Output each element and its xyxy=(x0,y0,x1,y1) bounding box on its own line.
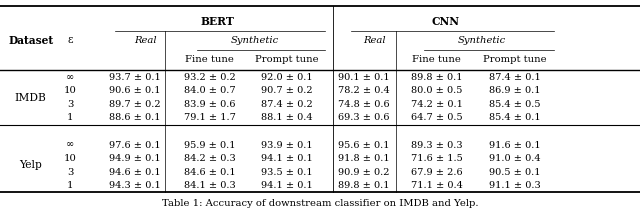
Text: 69.3 ± 0.6: 69.3 ± 0.6 xyxy=(338,113,389,122)
Text: 88.6 ± 0.1: 88.6 ± 0.1 xyxy=(109,113,160,122)
Text: 91.6 ± 0.1: 91.6 ± 0.1 xyxy=(490,141,541,149)
Text: 94.6 ± 0.1: 94.6 ± 0.1 xyxy=(109,168,160,177)
Text: 93.2 ± 0.2: 93.2 ± 0.2 xyxy=(184,73,236,82)
Text: 71.1 ± 0.4: 71.1 ± 0.4 xyxy=(410,181,463,190)
Text: 10: 10 xyxy=(64,86,77,95)
Text: 87.4 ± 0.2: 87.4 ± 0.2 xyxy=(261,100,312,109)
Text: 84.1 ± 0.3: 84.1 ± 0.3 xyxy=(184,181,236,190)
Text: 86.9 ± 0.1: 86.9 ± 0.1 xyxy=(490,86,541,95)
Text: 74.2 ± 0.1: 74.2 ± 0.1 xyxy=(410,100,463,109)
Text: 91.8 ± 0.1: 91.8 ± 0.1 xyxy=(338,154,389,163)
Text: 78.2 ± 0.4: 78.2 ± 0.4 xyxy=(338,86,389,95)
Text: 74.8 ± 0.6: 74.8 ± 0.6 xyxy=(338,100,389,109)
Text: 89.3 ± 0.3: 89.3 ± 0.3 xyxy=(411,141,462,149)
Text: Dataset: Dataset xyxy=(8,35,53,46)
Text: ∞: ∞ xyxy=(66,73,75,82)
Text: 67.9 ± 2.6: 67.9 ± 2.6 xyxy=(411,168,462,177)
Text: 85.4 ± 0.5: 85.4 ± 0.5 xyxy=(490,100,541,109)
Text: 64.7 ± 0.5: 64.7 ± 0.5 xyxy=(411,113,462,122)
Text: 3: 3 xyxy=(67,100,74,109)
Text: 95.9 ± 0.1: 95.9 ± 0.1 xyxy=(184,141,236,149)
Text: BERT: BERT xyxy=(200,16,234,27)
Text: 92.0 ± 0.1: 92.0 ± 0.1 xyxy=(261,73,312,82)
Text: 85.4 ± 0.1: 85.4 ± 0.1 xyxy=(490,113,541,122)
Text: 84.6 ± 0.1: 84.6 ± 0.1 xyxy=(184,168,236,177)
Text: 88.1 ± 0.4: 88.1 ± 0.4 xyxy=(261,113,312,122)
Text: 1: 1 xyxy=(67,113,74,122)
Text: Real: Real xyxy=(364,36,386,45)
Text: 95.6 ± 0.1: 95.6 ± 0.1 xyxy=(338,141,389,149)
Text: 91.1 ± 0.3: 91.1 ± 0.3 xyxy=(490,181,541,190)
Text: 97.6 ± 0.1: 97.6 ± 0.1 xyxy=(109,141,160,149)
Text: Table 1: Accuracy of downstream classifier on IMDB and Yelp.: Table 1: Accuracy of downstream classifi… xyxy=(162,199,478,208)
Text: Real: Real xyxy=(134,36,157,45)
Text: 84.0 ± 0.7: 84.0 ± 0.7 xyxy=(184,86,236,95)
Text: CNN: CNN xyxy=(432,16,460,27)
Text: 89.8 ± 0.1: 89.8 ± 0.1 xyxy=(411,73,462,82)
Text: 93.7 ± 0.1: 93.7 ± 0.1 xyxy=(109,73,160,82)
Text: Yelp: Yelp xyxy=(19,160,42,170)
Text: 89.8 ± 0.1: 89.8 ± 0.1 xyxy=(338,181,389,190)
Text: 90.7 ± 0.2: 90.7 ± 0.2 xyxy=(261,86,312,95)
Text: 90.6 ± 0.1: 90.6 ± 0.1 xyxy=(109,86,160,95)
Text: Fine tune: Fine tune xyxy=(186,55,234,64)
Text: 93.9 ± 0.1: 93.9 ± 0.1 xyxy=(261,141,312,149)
Text: Prompt tune: Prompt tune xyxy=(483,55,547,64)
Text: 90.5 ± 0.1: 90.5 ± 0.1 xyxy=(490,168,541,177)
Text: 3: 3 xyxy=(67,168,74,177)
Text: Fine tune: Fine tune xyxy=(412,55,461,64)
Text: 94.3 ± 0.1: 94.3 ± 0.1 xyxy=(109,181,160,190)
Text: Prompt tune: Prompt tune xyxy=(255,55,319,64)
Text: 94.1 ± 0.1: 94.1 ± 0.1 xyxy=(261,181,312,190)
Text: 83.9 ± 0.6: 83.9 ± 0.6 xyxy=(184,100,236,109)
Text: 93.5 ± 0.1: 93.5 ± 0.1 xyxy=(261,168,312,177)
Text: 84.2 ± 0.3: 84.2 ± 0.3 xyxy=(184,154,236,163)
Text: ε: ε xyxy=(68,35,73,45)
Text: Synthetic: Synthetic xyxy=(458,36,506,45)
Text: 94.9 ± 0.1: 94.9 ± 0.1 xyxy=(109,154,160,163)
Text: Synthetic: Synthetic xyxy=(230,36,279,45)
Text: 71.6 ± 1.5: 71.6 ± 1.5 xyxy=(411,154,462,163)
Text: 10: 10 xyxy=(64,154,77,163)
Text: 80.0 ± 0.5: 80.0 ± 0.5 xyxy=(411,86,462,95)
Text: 94.1 ± 0.1: 94.1 ± 0.1 xyxy=(261,154,312,163)
Text: 79.1 ± 1.7: 79.1 ± 1.7 xyxy=(184,113,236,122)
Text: ∞: ∞ xyxy=(66,141,75,149)
Text: IMDB: IMDB xyxy=(15,92,47,103)
Text: 91.0 ± 0.4: 91.0 ± 0.4 xyxy=(490,154,541,163)
Text: 90.9 ± 0.2: 90.9 ± 0.2 xyxy=(338,168,389,177)
Text: 89.7 ± 0.2: 89.7 ± 0.2 xyxy=(109,100,160,109)
Text: 87.4 ± 0.1: 87.4 ± 0.1 xyxy=(490,73,541,82)
Text: 90.1 ± 0.1: 90.1 ± 0.1 xyxy=(338,73,389,82)
Text: 1: 1 xyxy=(67,181,74,190)
